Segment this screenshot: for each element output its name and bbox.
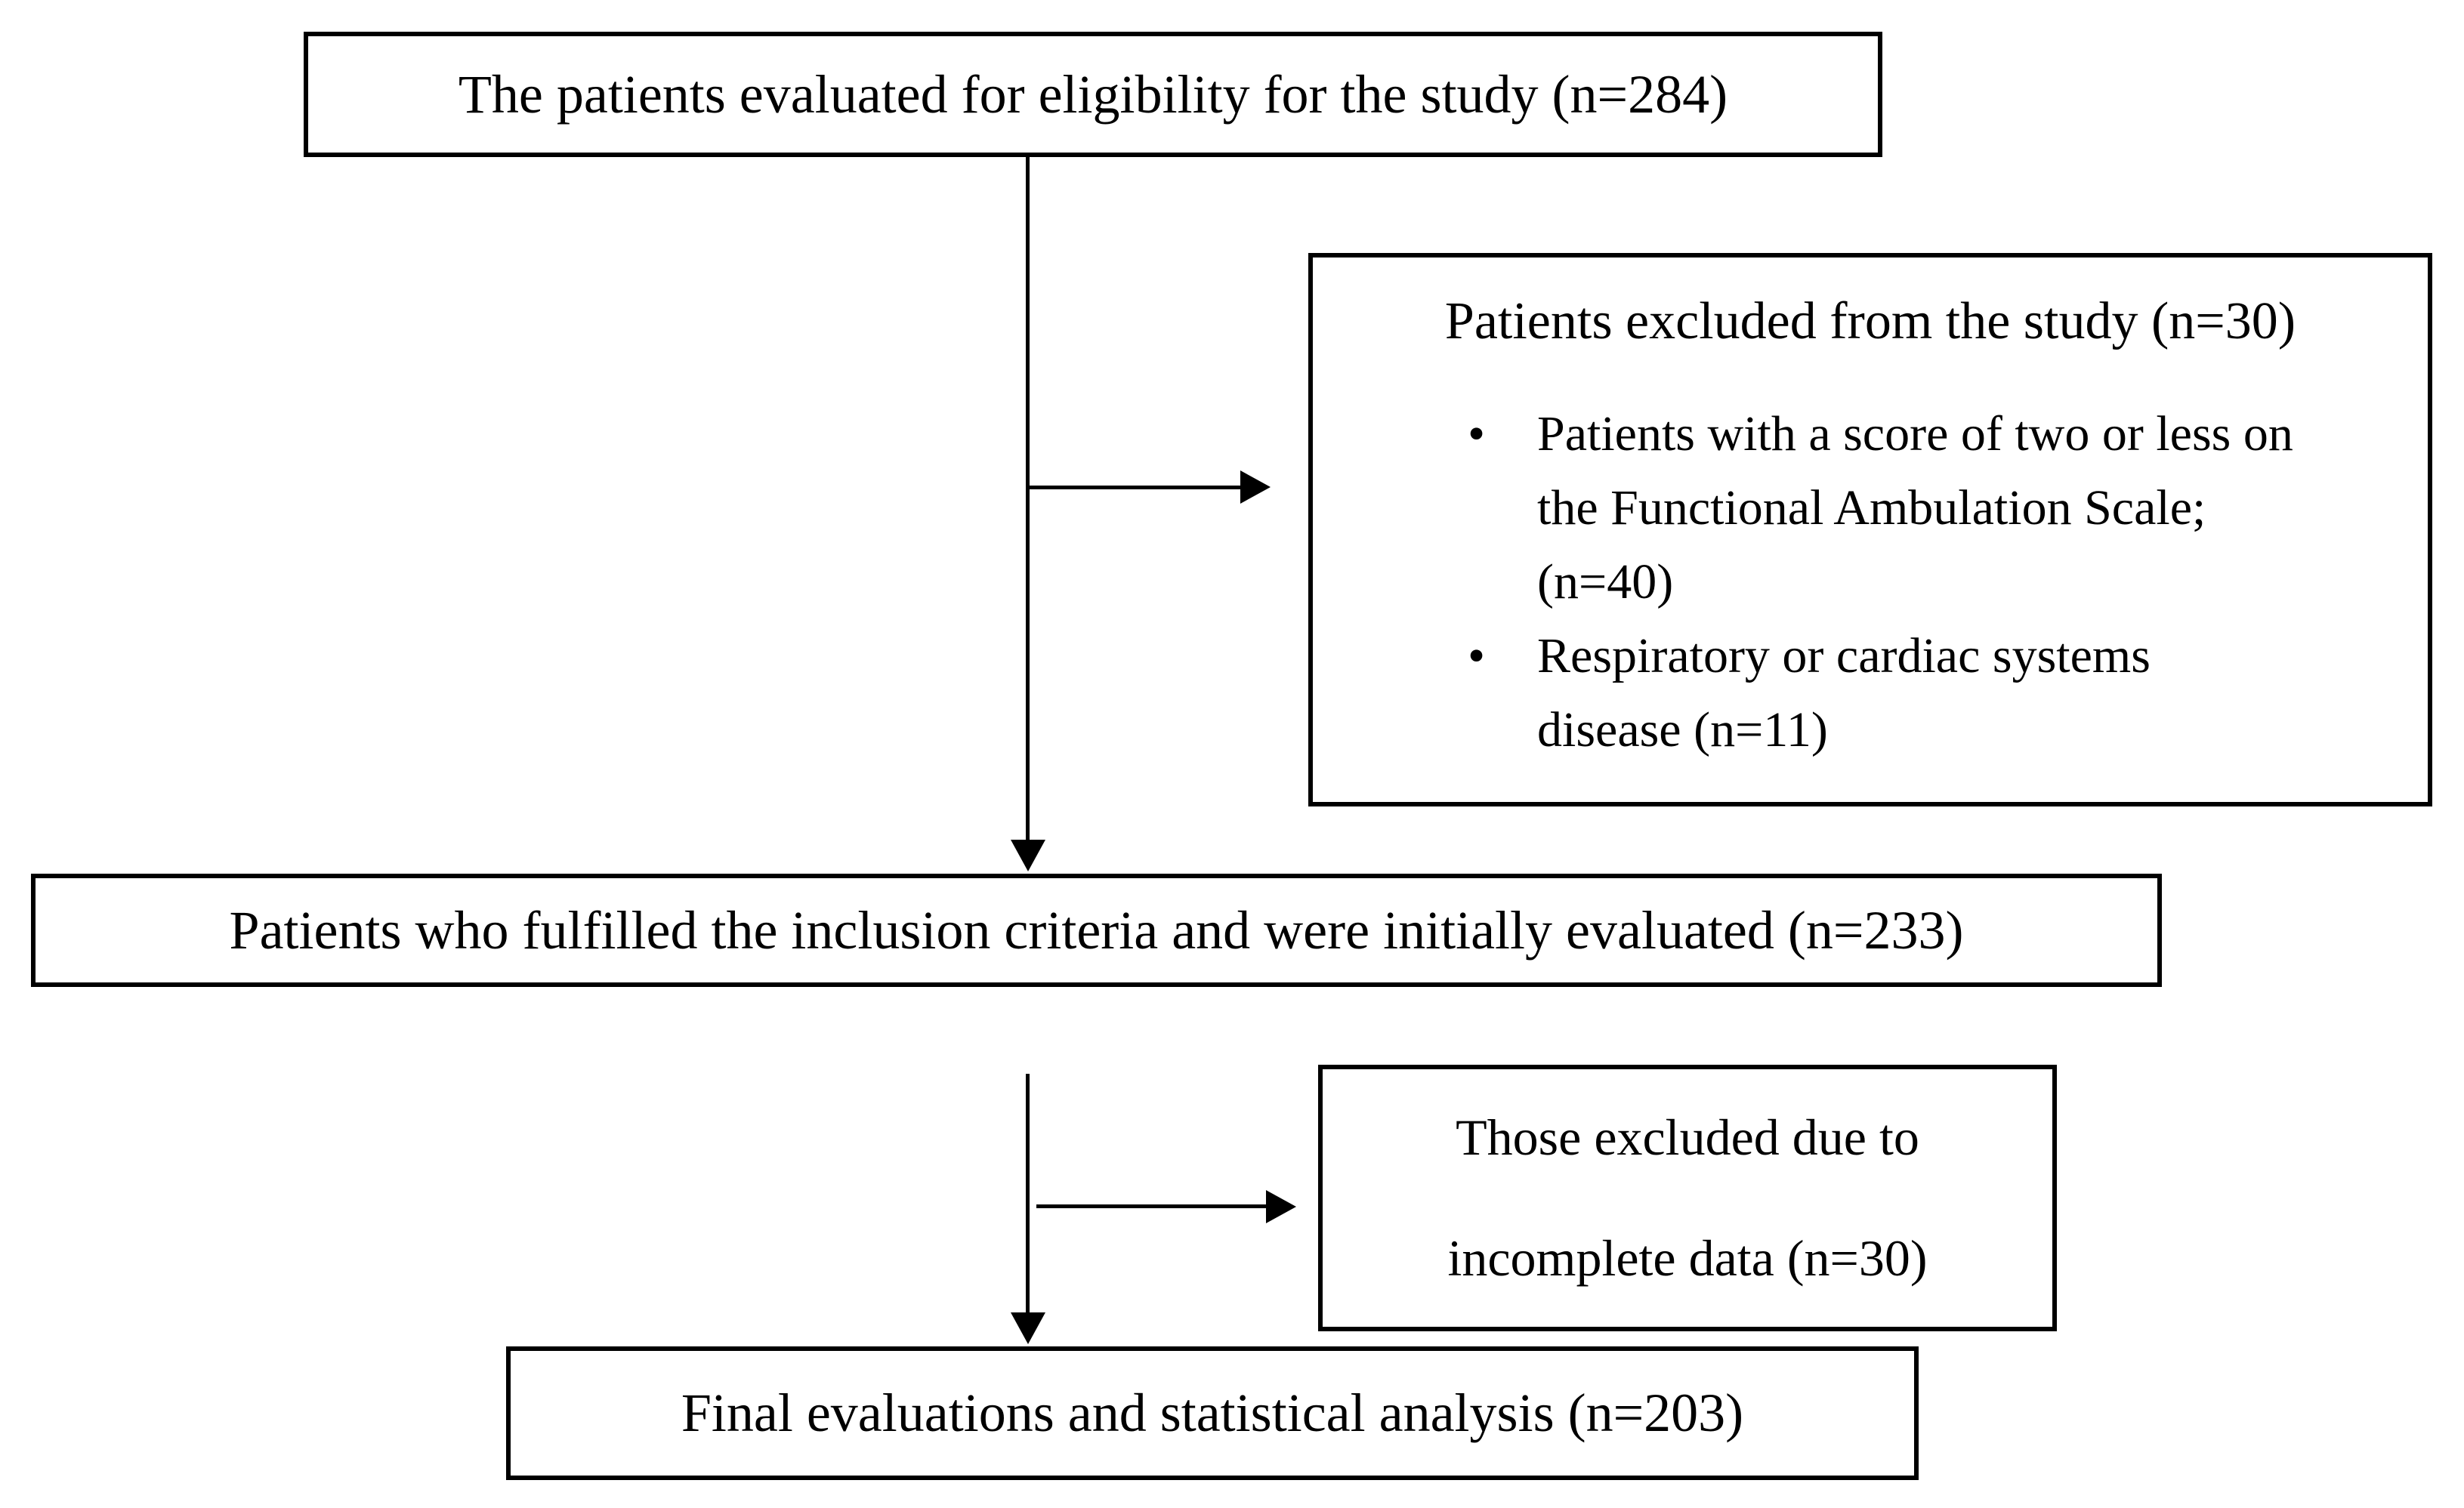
incomplete-data-line: incomplete data (n=30) [1447,1229,1928,1288]
incomplete-data-line: Those excluded due to [1456,1108,1919,1166]
bullet-icon: • [1468,628,1486,683]
list-item: • Patients with a score of two or less o… [1468,397,2398,619]
inclusion-criteria-box-text: Patients who fulfilled the inclusion cri… [229,899,1964,961]
exclusion-reason-list: • Patients with a score of two or less o… [1343,397,2398,767]
arrow-right-icon [1266,1190,1296,1223]
incomplete-data-box: Those excluded due to incomplete data (n… [1318,1065,2057,1331]
eligibility-box: The patients evaluated for eligibility f… [304,32,1882,157]
inclusion-criteria-box: Patients who fulfilled the inclusion cri… [31,874,2162,987]
connector-vertical-1 [1026,157,1030,841]
eligibility-box-text: The patients evaluated for eligibility f… [458,63,1728,125]
exclusion-reason-line: disease (n=11) [1537,702,1828,757]
connector-vertical-2 [1026,1074,1030,1312]
excluded-box-title: Patients excluded from the study (n=30) [1444,292,2296,350]
arrow-down-icon [1011,1312,1045,1344]
arrow-right-icon [1240,470,1271,504]
exclusion-reason-line: the Functional Ambulation Scale; [1537,480,2206,535]
excluded-from-study-box: Patients excluded from the study (n=30) … [1308,253,2432,806]
exclusion-reason-line: (n=40) [1537,554,1674,609]
connector-horizontal-2 [1036,1204,1266,1208]
exclusion-reason-line: Patients with a score of two or less on [1537,406,2293,461]
final-analysis-box: Final evaluations and statistical analys… [506,1346,1919,1480]
list-item: • Respiratory or cardiac systems disease… [1468,619,2398,767]
connector-horizontal-1 [1027,486,1240,489]
arrow-down-icon [1011,840,1045,871]
final-analysis-box-text: Final evaluations and statistical analys… [681,1383,1744,1443]
bullet-icon: • [1468,406,1486,461]
exclusion-reason-line: Respiratory or cardiac systems [1537,628,2151,683]
